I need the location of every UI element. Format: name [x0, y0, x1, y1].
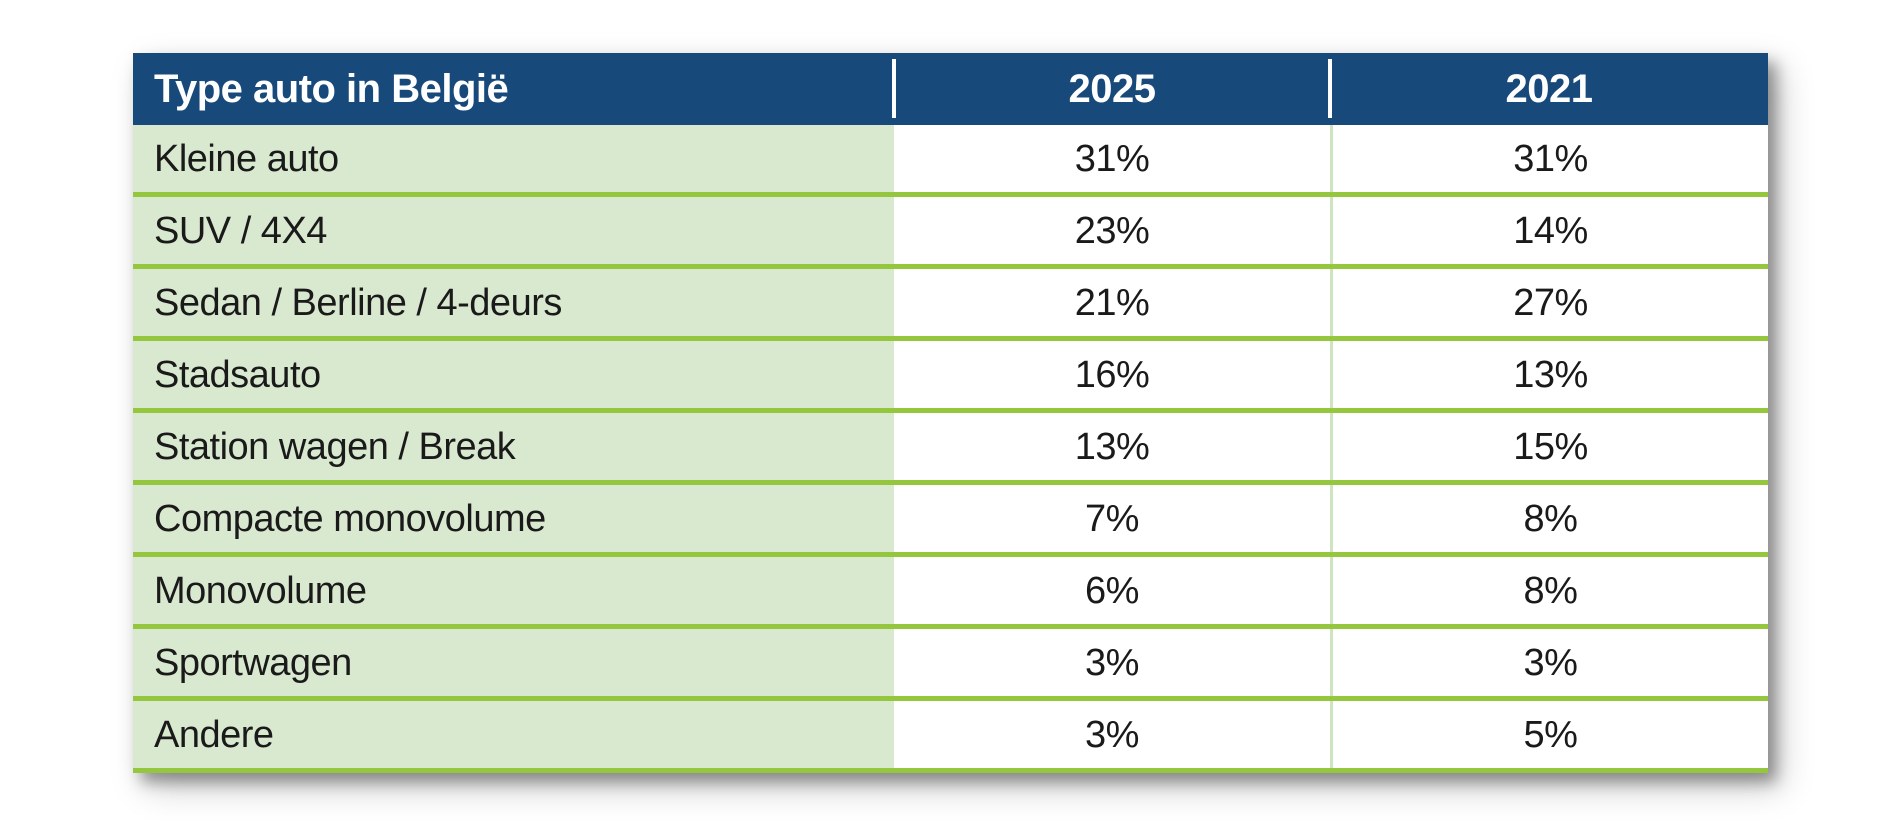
row-value-2025: 31%	[894, 125, 1330, 192]
row-label: SUV / 4X4	[133, 197, 894, 264]
table-row: Sportwagen 3% 3%	[133, 629, 1768, 701]
row-label: Station wagen / Break	[133, 413, 894, 480]
row-value-2021: 8%	[1330, 557, 1768, 624]
row-value-2025: 16%	[894, 341, 1330, 408]
car-type-table: Type auto in België 2025 2021 Kleine aut…	[133, 53, 1768, 773]
table-body: Kleine auto 31% 31% SUV / 4X4 23% 14% Se…	[133, 125, 1768, 773]
row-value-2025: 21%	[894, 269, 1330, 336]
row-label: Andere	[133, 701, 894, 768]
row-label: Sportwagen	[133, 629, 894, 696]
table-row: Kleine auto 31% 31%	[133, 125, 1768, 197]
table-row: Sedan / Berline / 4-deurs 21% 27%	[133, 269, 1768, 341]
header-2021-cell: 2021	[1328, 53, 1768, 125]
row-label: Monovolume	[133, 557, 894, 624]
table-header-row: Type auto in België 2025 2021	[133, 53, 1768, 125]
row-value-2025: 23%	[894, 197, 1330, 264]
row-value-2025: 3%	[894, 629, 1330, 696]
table-row: Stadsauto 16% 13%	[133, 341, 1768, 413]
row-label: Kleine auto	[133, 125, 894, 192]
table-row: Compacte monovolume 7% 8%	[133, 485, 1768, 557]
header-2025-label: 2025	[1068, 67, 1156, 111]
row-value-2021: 31%	[1330, 125, 1768, 192]
row-value-2025: 7%	[894, 485, 1330, 552]
row-value-2021: 15%	[1330, 413, 1768, 480]
row-value-2021: 14%	[1330, 197, 1768, 264]
header-type-auto-label: Type auto in België	[154, 67, 509, 111]
row-value-2021: 3%	[1330, 629, 1768, 696]
header-2021-label: 2021	[1505, 67, 1593, 111]
row-value-2025: 6%	[894, 557, 1330, 624]
row-value-2021: 5%	[1330, 701, 1768, 768]
header-2025-cell: 2025	[892, 53, 1330, 125]
row-label: Compacte monovolume	[133, 485, 894, 552]
row-label: Stadsauto	[133, 341, 894, 408]
row-value-2025: 3%	[894, 701, 1330, 768]
header-column-divider	[1328, 59, 1332, 118]
row-value-2021: 8%	[1330, 485, 1768, 552]
table-row: SUV / 4X4 23% 14%	[133, 197, 1768, 269]
table-row: Andere 3% 5%	[133, 701, 1768, 773]
row-value-2025: 13%	[894, 413, 1330, 480]
row-value-2021: 27%	[1330, 269, 1768, 336]
table-row: Monovolume 6% 8%	[133, 557, 1768, 629]
header-column-divider	[892, 59, 896, 118]
row-value-2021: 13%	[1330, 341, 1768, 408]
table-row: Station wagen / Break 13% 15%	[133, 413, 1768, 485]
row-label: Sedan / Berline / 4-deurs	[133, 269, 894, 336]
